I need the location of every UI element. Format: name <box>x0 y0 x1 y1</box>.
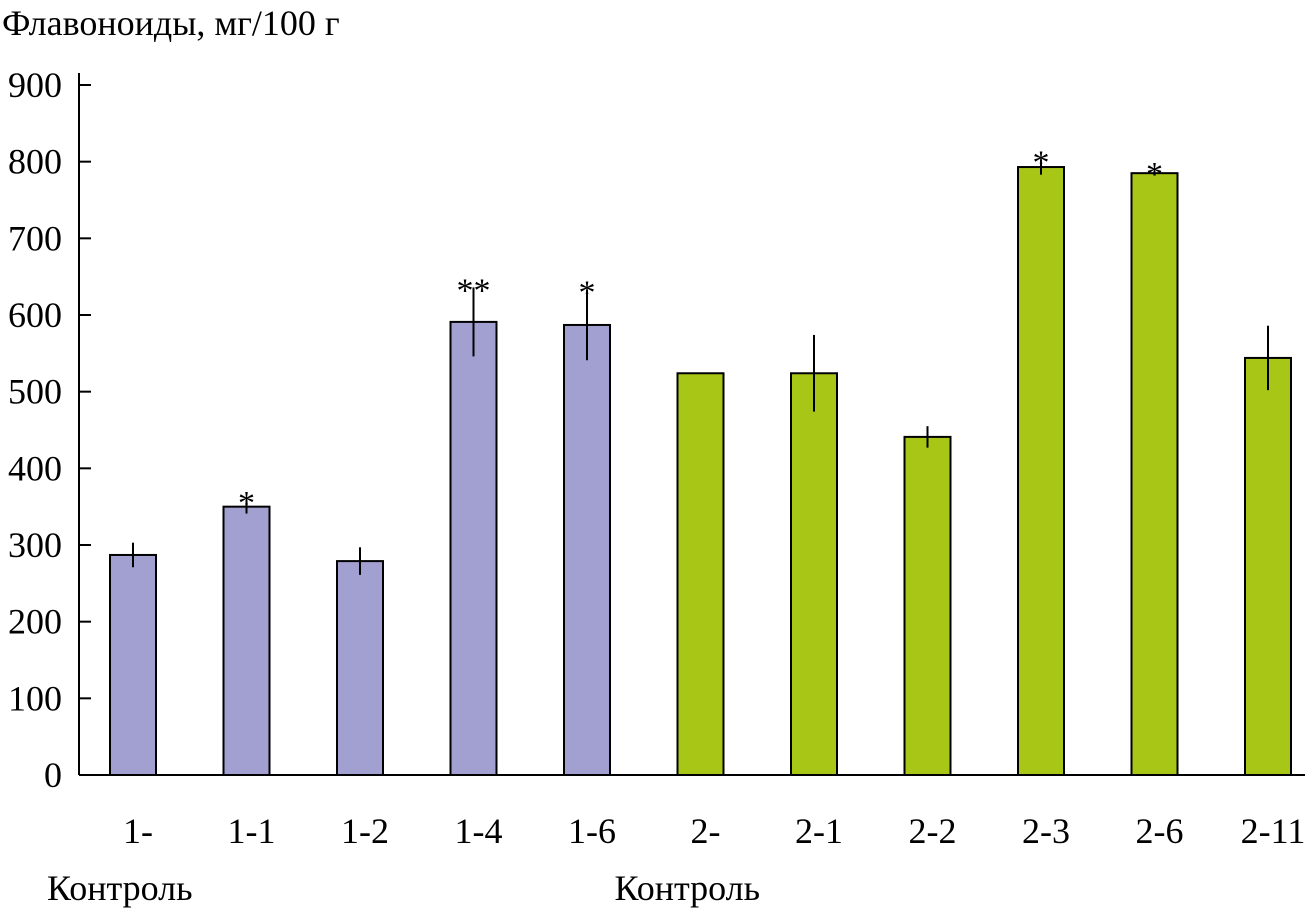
bar <box>449 320 498 776</box>
bar <box>1130 172 1179 776</box>
y-tick-label: 900 <box>8 65 62 105</box>
y-tick-label: 200 <box>8 602 62 642</box>
y-tick-label: 100 <box>8 678 62 718</box>
x-tick-label: 2-2 <box>909 811 957 851</box>
significance-mark: ** <box>457 272 491 309</box>
x-tick-labels: 1- Контроль 1-1 1-2 1-4 1-6 2- Контроль 2-1 2-2 2-… <box>47 811 1305 908</box>
axes: 0 100 200 300 400 500 600 700 800 900 <box>8 65 1305 795</box>
significance-mark: * <box>238 485 255 522</box>
bar <box>563 323 611 776</box>
x-tick-label: 1-2 <box>341 811 389 851</box>
bar <box>222 505 271 776</box>
x-tick-label: 1- <box>123 811 153 851</box>
bar <box>903 435 952 776</box>
y-tick-label: 300 <box>8 525 62 565</box>
x-tick-label: 2-6 <box>1136 811 1184 851</box>
y-tick-label: 400 <box>8 448 62 488</box>
x-tick-label: 1-6 <box>568 811 616 851</box>
bars: *** ** * <box>109 144 1292 777</box>
significance-mark: * <box>579 275 596 312</box>
x-tick-label: 2- <box>691 811 721 851</box>
bar <box>109 553 157 777</box>
significance-mark: * <box>1033 144 1050 181</box>
x-group-label: Контроль <box>47 868 193 908</box>
x-tick-label: 1-1 <box>228 811 276 851</box>
bar <box>1017 166 1065 777</box>
bar <box>1244 356 1292 776</box>
significance-mark: * <box>1146 156 1163 193</box>
x-tick-label: 1-4 <box>455 811 503 851</box>
x-tick-label: 2-1 <box>795 811 843 851</box>
bar <box>790 372 838 776</box>
bar <box>336 560 384 776</box>
y-tick-label: 800 <box>8 142 62 182</box>
x-tick-label: 2-11 <box>1241 811 1306 851</box>
x-tick-label: 2-3 <box>1022 811 1070 851</box>
y-tick-label: 600 <box>8 295 62 335</box>
y-tick-label: 700 <box>8 218 62 258</box>
bar <box>676 372 725 776</box>
y-tick-label: 0 <box>44 755 62 795</box>
x-group-label: Контроль <box>615 868 761 908</box>
y-tick-label: 500 <box>8 372 62 412</box>
y-axis-label: Флавоноиды, мг/100 г <box>2 3 340 43</box>
